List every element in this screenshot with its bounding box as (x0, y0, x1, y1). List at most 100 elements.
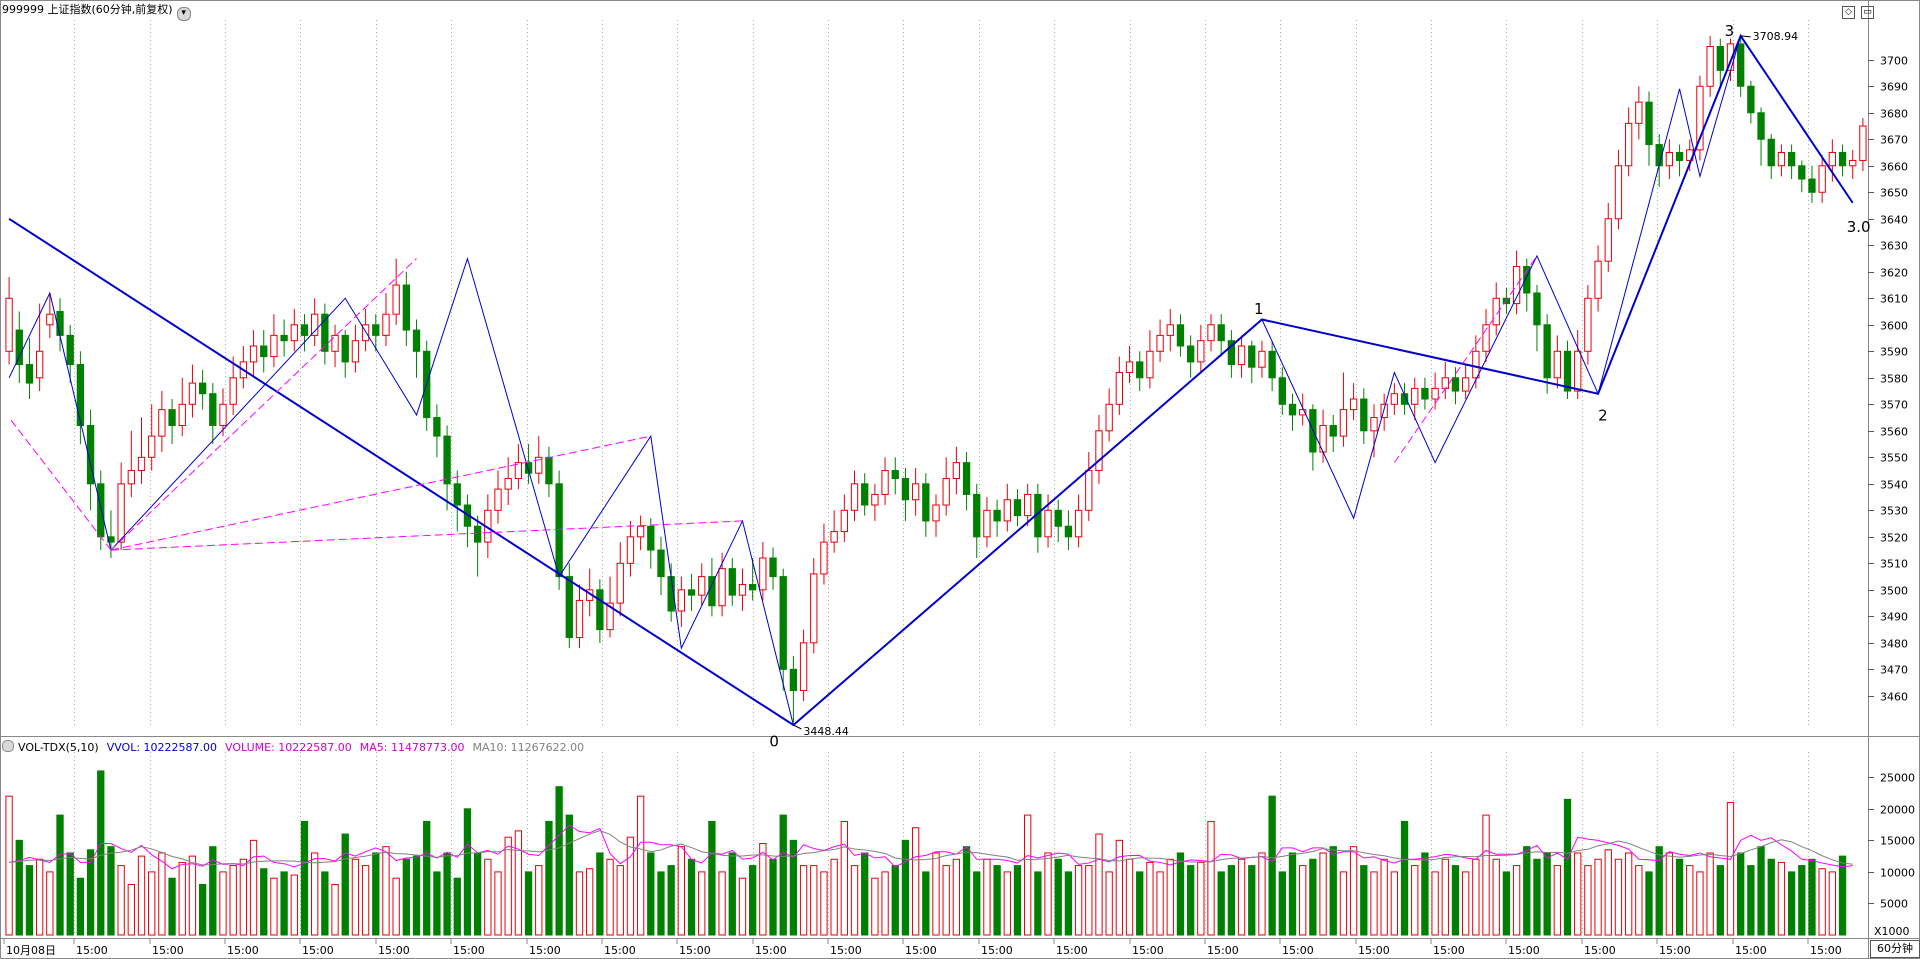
candle-body (158, 409, 166, 437)
volume-bar (1675, 858, 1684, 936)
volume-bar (46, 871, 54, 936)
candle-body (535, 456, 543, 474)
volume-bar (952, 858, 961, 936)
volume-tick-label: 15000 (1880, 835, 1915, 848)
volume-bar (1665, 852, 1674, 936)
candle-body (1248, 345, 1256, 368)
candle-body (555, 483, 563, 578)
fan-line (110, 435, 651, 551)
candle-body (260, 345, 268, 358)
time-label: 15:00 (378, 944, 410, 957)
chevron-down-icon[interactable] (2, 740, 14, 752)
chart-title: 999999 上证指数(60分钟,前复权) ▾ (2, 2, 191, 21)
volume-bar (1441, 858, 1449, 936)
price-tick-label: 3590 (1880, 346, 1908, 359)
candle-body (524, 462, 533, 474)
volume-bar (1472, 858, 1480, 936)
volume-tick-label: 10000 (1880, 867, 1915, 880)
volume-bar (1716, 865, 1724, 936)
candle-body (35, 350, 44, 379)
candle-body (1818, 165, 1826, 193)
candle-body (1105, 403, 1113, 432)
volume-bar (871, 877, 879, 936)
volume-bar (1339, 871, 1348, 936)
volume-indicator-name: VOL-TDX(5,10) (18, 741, 99, 754)
price-tick-label: 3660 (1880, 161, 1908, 174)
volume-bar (1380, 858, 1388, 936)
candle-body (280, 334, 288, 342)
candle-body (382, 313, 390, 336)
candle-body (494, 488, 502, 511)
volume-bar (1329, 846, 1337, 936)
volume-bar (738, 877, 747, 936)
candle-body (5, 297, 13, 352)
candle-body (117, 483, 125, 543)
price-tick-label: 3480 (1880, 638, 1908, 651)
time-label: 10月08日 (6, 944, 56, 957)
volume-bar (830, 858, 838, 936)
time-label: 15:00 (604, 944, 636, 957)
chevron-down-icon[interactable]: ▾ (176, 7, 191, 21)
volume-bar (911, 827, 920, 936)
volume-bar (1614, 858, 1623, 936)
volume-bar (1166, 858, 1174, 936)
volume-bar (1095, 833, 1103, 936)
candle-body (698, 576, 706, 596)
candle-body (1146, 350, 1154, 379)
period-selector[interactable]: 60分钟 (1870, 940, 1920, 958)
price-tick-label: 3570 (1880, 399, 1908, 412)
volume-bar (616, 865, 624, 936)
volume-bar (1838, 855, 1847, 936)
volume-bar (1777, 861, 1786, 936)
candle-body (15, 329, 23, 366)
candle-body (127, 470, 135, 485)
candle-body (1013, 499, 1022, 517)
candle-body (1767, 138, 1775, 167)
high-price-label: 3708.94 (1753, 30, 1799, 43)
volume-bar (351, 858, 360, 936)
candle-body (402, 284, 410, 331)
volume-bar (891, 865, 899, 936)
candle-body (1523, 265, 1531, 294)
candle-body (932, 504, 940, 522)
price-tick-label: 3640 (1880, 214, 1908, 227)
candle-body (1512, 265, 1521, 305)
candle-body (331, 334, 339, 352)
candle-body (1370, 417, 1378, 432)
volume-bar (555, 786, 563, 936)
volume-bar (535, 865, 543, 936)
volume-bar (341, 833, 349, 936)
window-icon[interactable]: ▭ (1861, 6, 1874, 19)
price-tick-label: 3520 (1880, 532, 1908, 545)
price-tick-label: 3700 (1880, 55, 1908, 68)
diamond-icon[interactable]: ◇ (1842, 6, 1855, 19)
candle-body (728, 568, 736, 596)
volume-bar (280, 871, 288, 936)
volume-bar (565, 814, 573, 936)
volume-value: VOLUME: 10222587.00 (225, 741, 352, 754)
candle-body (647, 525, 655, 551)
candle-body (922, 483, 930, 522)
volume-bar (1512, 865, 1521, 936)
candle-body (514, 462, 523, 480)
volume-bar (586, 868, 594, 936)
volume-bar (1798, 865, 1806, 936)
candle-body (1125, 361, 1134, 374)
volume-bar (86, 849, 95, 936)
price-tick-label: 3620 (1880, 267, 1908, 280)
volume-bar (1064, 871, 1073, 936)
price-tick-label: 3630 (1880, 240, 1908, 253)
price-tick-label: 3650 (1880, 187, 1908, 200)
candle-body (270, 334, 278, 358)
price-tick-label: 3560 (1880, 426, 1908, 439)
volume-bar (962, 846, 971, 936)
candle-body (1675, 152, 1684, 161)
volume-bar (1411, 865, 1419, 936)
volume-bar (117, 865, 125, 936)
candle-body (433, 417, 441, 437)
volume-bar (1115, 839, 1124, 936)
candle-body (1787, 152, 1796, 167)
volume-bar (524, 871, 533, 936)
candle-body (46, 313, 54, 326)
